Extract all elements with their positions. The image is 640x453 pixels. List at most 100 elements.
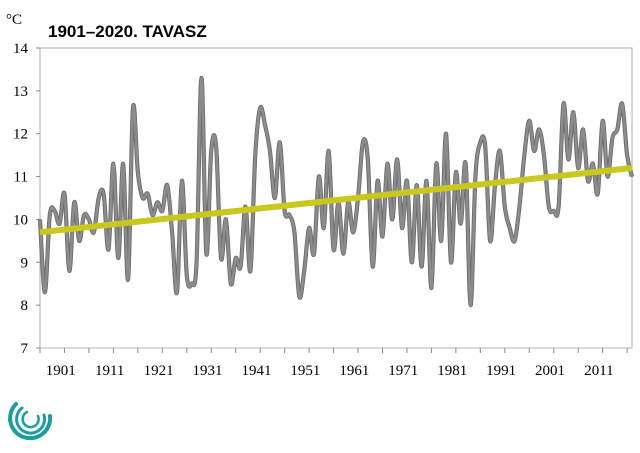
x-tick-label: 1941	[241, 363, 271, 379]
y-axis-unit-label: °C	[6, 12, 22, 28]
temperature-point	[102, 192, 105, 195]
x-tick-label: 2001	[535, 363, 565, 379]
temperature-point	[352, 231, 355, 234]
temperature-point	[249, 269, 252, 272]
temperature-point	[254, 154, 257, 157]
temperature-point	[606, 175, 609, 178]
temperature-point	[239, 265, 242, 268]
temperature-point	[146, 192, 149, 195]
temperature-point	[269, 149, 271, 152]
temperature-point	[591, 162, 594, 165]
temperature-point	[132, 107, 134, 109]
temperature-point	[43, 291, 46, 294]
temperature-point	[205, 252, 208, 255]
temperature-point	[78, 239, 81, 242]
x-tick-label: 1911	[95, 363, 124, 379]
temperature-point	[543, 154, 545, 157]
temperature-point	[88, 218, 90, 221]
y-tick-label: 10	[13, 212, 28, 228]
x-tick-label: 1901	[46, 363, 76, 379]
temperature-point	[503, 205, 506, 208]
temperature-point	[313, 252, 315, 255]
temperature-point	[278, 141, 281, 144]
series-layer	[37, 75, 635, 308]
temperature-point	[97, 197, 100, 199]
temperature-point	[92, 231, 95, 234]
temperature-point	[259, 107, 262, 109]
logo-middle-arc	[15, 406, 47, 435]
temperature-point	[83, 214, 85, 217]
temperature-point	[190, 282, 193, 285]
x-tick-label: 1981	[437, 363, 467, 379]
temperature-point	[415, 184, 418, 187]
temperature-point	[474, 175, 477, 178]
y-tick-label: 9	[21, 255, 29, 271]
y-tick-label: 11	[14, 170, 28, 186]
temperature-point	[156, 201, 159, 204]
temperature-point	[582, 128, 584, 131]
temperature-point	[229, 282, 232, 285]
temperature-point	[469, 304, 472, 307]
y-tick-label: 14	[13, 41, 29, 57]
temperature-point	[180, 179, 183, 182]
temperature-point	[406, 179, 408, 182]
temperature-point	[489, 239, 492, 242]
temperature-point	[479, 141, 482, 144]
temperature-point	[288, 214, 291, 217]
temperature-point	[362, 141, 364, 144]
temperature-point	[626, 154, 629, 157]
temperature-point	[332, 248, 335, 251]
temperature-point	[464, 162, 467, 165]
temperature-point	[264, 124, 266, 127]
temperature-point	[322, 227, 325, 229]
temperature-point	[283, 209, 286, 212]
temperature-point	[376, 179, 379, 182]
temperature-point	[528, 119, 531, 122]
temperature-point	[122, 162, 125, 165]
x-axis-ticks: 1901 1911 1921 1931 1941 1951 1961 1971 1981 1991…	[39, 348, 628, 379]
temperature-point	[342, 252, 345, 255]
y-tick-label: 13	[13, 84, 28, 100]
temperature-point	[420, 265, 423, 268]
y-tick-label: 12	[13, 127, 28, 143]
temperature-point	[53, 209, 56, 212]
temperature-point	[562, 102, 565, 105]
x-tick-label: 1921	[144, 363, 174, 379]
temperature-point	[127, 278, 129, 281]
temperature-point	[552, 209, 555, 212]
temperature-point	[141, 197, 144, 199]
temperature-point	[107, 248, 110, 251]
temperature-point	[577, 167, 580, 169]
swirl-logo	[7, 402, 53, 441]
temperature-point	[557, 205, 560, 208]
temperature-point	[401, 227, 403, 229]
trend-line	[39, 165, 633, 236]
temperature-point	[621, 102, 624, 105]
temperature-point	[391, 218, 394, 221]
temperature-point	[298, 295, 301, 298]
temperature-point	[176, 291, 178, 294]
temperature-point	[499, 149, 501, 152]
temperature-point	[161, 209, 164, 212]
temperature-point	[518, 205, 521, 208]
temperature-point	[63, 192, 66, 195]
temperature-point	[587, 179, 589, 182]
temperature-point	[547, 205, 550, 208]
temperature-point	[567, 158, 570, 161]
temperature-point	[631, 175, 633, 178]
temperature-point	[538, 128, 540, 131]
x-tick-label: 1961	[339, 363, 369, 379]
temperature-point	[112, 162, 115, 165]
temperature-point	[48, 214, 51, 217]
temperature-point	[39, 218, 41, 221]
temperature-point	[200, 77, 203, 79]
temperature-point	[435, 162, 438, 165]
logo-outer-arc	[8, 402, 53, 441]
x-tick-label: 1931	[193, 363, 223, 379]
temperature-point	[117, 257, 120, 259]
plot-frame	[39, 47, 633, 349]
temperature-point	[425, 179, 428, 182]
temperature-point	[366, 158, 369, 161]
